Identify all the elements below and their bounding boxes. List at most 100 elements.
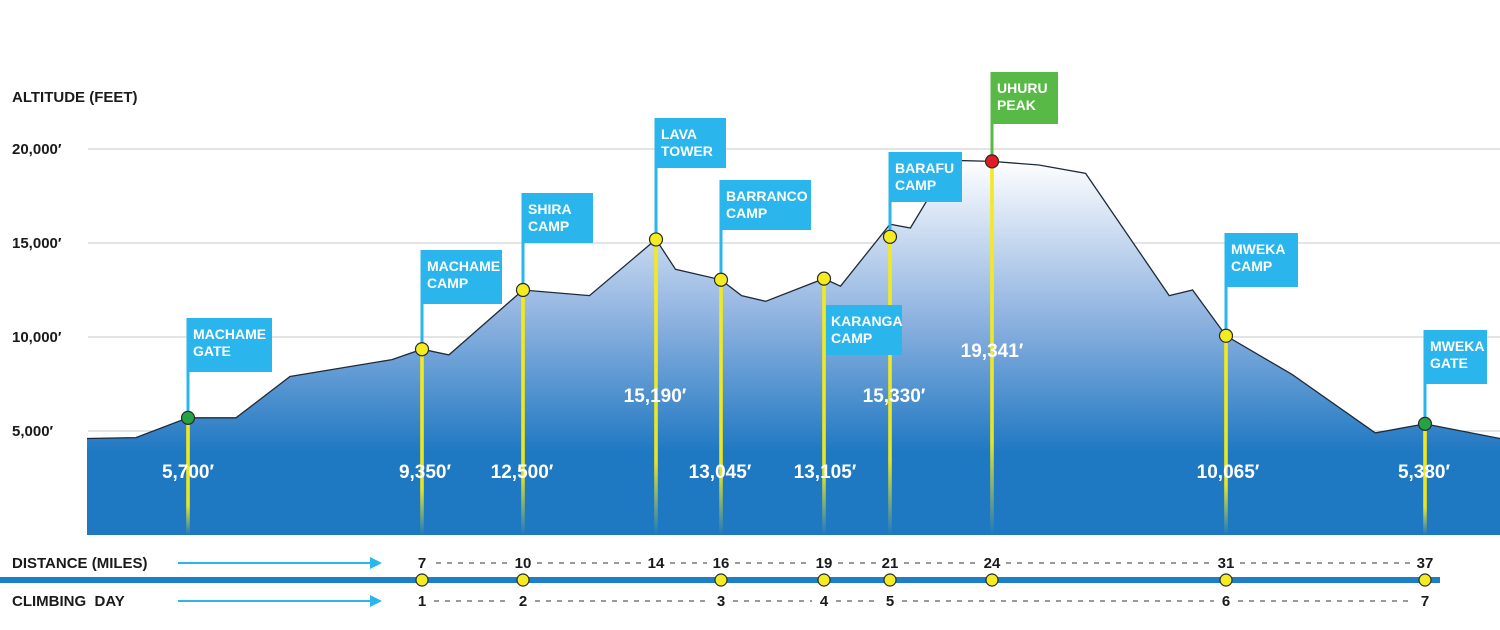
waypoint-pole — [521, 290, 525, 535]
elevation-area-fill — [87, 160, 1500, 536]
waypoint-marker — [648, 232, 664, 247]
distance-arrow-head — [370, 557, 382, 569]
altitude-label: 13,105′ — [794, 462, 857, 483]
distance-tick-label: 19 — [816, 555, 833, 572]
timeline-dot — [516, 573, 530, 587]
day-tick-label: 5 — [886, 593, 894, 610]
waypoint-flags: MACHAMEGATEMACHAMECAMPSHIRACAMPLAVATOWER… — [188, 72, 1487, 384]
waypoint-label: BARAFU — [895, 160, 954, 176]
waypoint-pole — [822, 278, 826, 535]
waypoint-pole — [990, 161, 994, 535]
y-tick-label: 10,000′ — [12, 329, 62, 346]
altitude-label: 13,045′ — [689, 462, 752, 483]
flag-box — [422, 250, 502, 304]
waypoint-label: MACHAME — [193, 326, 266, 342]
waypoint-marker — [414, 342, 430, 357]
waypoint-label: CAMP — [528, 218, 569, 234]
day-tick-label: 7 — [1421, 593, 1429, 610]
altitude-label: 19,341′ — [961, 341, 1024, 362]
waypoint-label: CAMP — [427, 275, 468, 291]
timeline-dot — [415, 573, 429, 587]
waypoint-pole — [1423, 423, 1427, 535]
day-arrow-head — [370, 595, 382, 607]
day-tick-label: 2 — [519, 593, 527, 610]
day-tick-label: 1 — [418, 593, 426, 610]
waypoint-pole — [420, 349, 424, 535]
altitude-labels: 5,700′ 9,350′ 12,500′ 15,190′ 13,045′ 13,105′… — [162, 341, 1451, 483]
distance-tick-label: 31 — [1218, 555, 1235, 572]
waypoint-label: UHURU — [997, 80, 1048, 96]
distance-tick-label: 10 — [515, 555, 532, 572]
distance-tick-label: 16 — [713, 555, 730, 572]
distance-tick-label: 37 — [1417, 555, 1434, 572]
timeline-dot — [714, 573, 728, 587]
y-tick-label: 15,000′ — [12, 235, 62, 252]
flag-box — [1226, 233, 1298, 287]
flag-box — [523, 193, 593, 243]
altitude-label: 10,065′ — [1197, 462, 1260, 483]
waypoint-label: CAMP — [1231, 258, 1272, 274]
waypoint-pole — [186, 417, 190, 535]
waypoint-marker — [984, 154, 1000, 169]
waypoint-label: CAMP — [726, 205, 767, 221]
waypoint-label: SHIRA — [528, 201, 572, 217]
waypoint-label: GATE — [1430, 355, 1468, 371]
waypoint-label: CAMP — [895, 177, 936, 193]
waypoint-label: LAVA — [661, 126, 697, 142]
waypoint-label: GATE — [193, 343, 231, 359]
waypoint-label: MWEKA — [1430, 338, 1484, 354]
waypoint-marker — [515, 282, 531, 298]
elevation-outline — [86, 159, 1500, 440]
timeline-dot — [1219, 573, 1233, 587]
waypoint-label: CAMP — [831, 330, 872, 346]
waypoint-marker — [713, 272, 729, 287]
timeline-rows: DISTANCE (MILES) CLIMBING DAY 7 10 14 16 19 2… — [0, 555, 1440, 610]
altitude-label: 5,700′ — [162, 462, 215, 483]
waypoint-marker — [1417, 416, 1433, 431]
altitude-label: 12,500′ — [491, 462, 554, 483]
flag-box — [826, 305, 902, 355]
waypoint-label: MWEKA — [1231, 241, 1285, 257]
y-tick-label: 5,000′ — [12, 423, 54, 440]
waypoint-pole — [1224, 335, 1228, 535]
day-tick-label: 6 — [1222, 593, 1230, 610]
distance-tick-label: 7 — [418, 555, 426, 572]
flag-box — [1425, 330, 1487, 384]
y-axis: ALTITUDE (FEET) 20,000′ 15,000′ 10,000′ 5,0… — [12, 89, 138, 440]
altitude-label: 5,380′ — [1398, 462, 1451, 483]
timeline-dot — [817, 573, 831, 587]
timeline-dot — [883, 573, 897, 587]
y-axis-title: ALTITUDE (FEET) — [12, 89, 138, 106]
altitude-label: 15,330′ — [863, 386, 926, 407]
altitude-label: 15,190′ — [624, 386, 687, 407]
distance-row-label: DISTANCE (MILES) — [12, 555, 148, 572]
waypoint-label: PEAK — [997, 97, 1036, 113]
waypoint-marker — [882, 229, 898, 244]
distance-tick-label: 21 — [882, 555, 899, 572]
waypoint-pole — [719, 279, 723, 535]
waypoint-label: MACHAME — [427, 258, 500, 274]
y-tick-label: 20,000′ — [12, 141, 62, 158]
waypoint-label: KARANGA — [831, 313, 903, 329]
flag-box — [992, 72, 1058, 124]
distance-tick-label: 24 — [984, 555, 1001, 572]
climbing-day-row-label: CLIMBING DAY — [12, 593, 125, 610]
timeline-dot — [985, 573, 999, 587]
distance-tick-label: 14 — [648, 555, 665, 572]
flag-box — [188, 318, 272, 372]
waypoint-marker — [180, 410, 196, 425]
day-tick-label: 4 — [820, 593, 829, 610]
waypoint-markers — [180, 154, 1433, 431]
waypoint-label: BARRANCO — [726, 188, 808, 204]
